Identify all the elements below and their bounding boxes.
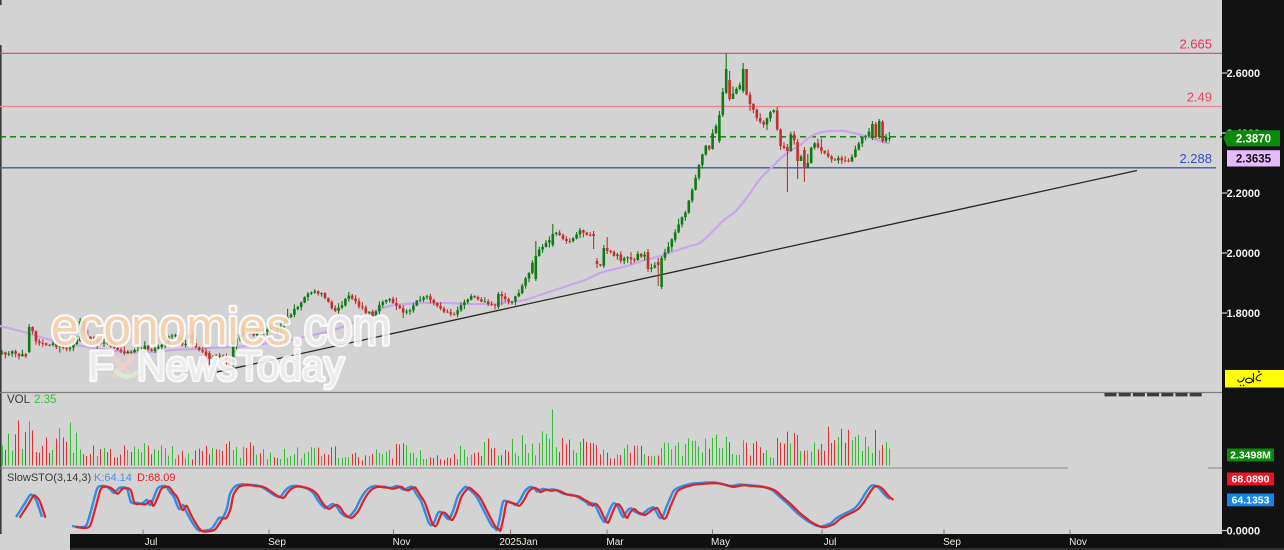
svg-text:2.49: 2.49	[1187, 90, 1212, 105]
svg-text:68.0890: 68.0890	[1232, 474, 1270, 486]
svg-text:Jul: Jul	[824, 537, 837, 548]
svg-text:SlowSTO(3,14,3): SlowSTO(3,14,3)	[7, 472, 91, 484]
svg-text:D:68.09: D:68.09	[137, 472, 176, 484]
svg-text:NewsToday: NewsToday	[137, 342, 344, 389]
svg-text:economies: economies	[51, 299, 291, 357]
svg-text:0.0000: 0.0000	[1227, 525, 1261, 537]
svg-text:2.0000: 2.0000	[1227, 248, 1261, 260]
svg-text:64.1353: 64.1353	[1232, 495, 1270, 507]
svg-text:Sep: Sep	[268, 537, 286, 548]
svg-text:.com: .com	[291, 299, 391, 357]
svg-text:Nov: Nov	[1069, 537, 1087, 548]
svg-text:May: May	[711, 537, 730, 548]
svg-text:2025Jan: 2025Jan	[499, 537, 537, 548]
svg-text:2.6000: 2.6000	[1227, 68, 1261, 80]
svg-text:Mar: Mar	[606, 537, 624, 548]
svg-text:2.288: 2.288	[1179, 151, 1212, 166]
svg-text:2.3498M: 2.3498M	[1230, 450, 1271, 462]
svg-text:K:64.14: K:64.14	[94, 472, 132, 484]
svg-text:2.2000: 2.2000	[1227, 188, 1261, 200]
svg-text:2.3870: 2.3870	[1236, 134, 1271, 146]
svg-text:VOL: VOL	[7, 394, 31, 406]
svg-text:F: F	[88, 342, 114, 389]
svg-text:Sep: Sep	[943, 537, 961, 548]
svg-text:Nov: Nov	[393, 537, 411, 548]
svg-text:Jul: Jul	[145, 537, 158, 548]
svg-text:2.35: 2.35	[34, 394, 56, 406]
svg-text:2.665: 2.665	[1179, 37, 1212, 52]
svg-text:2.3635: 2.3635	[1236, 154, 1272, 166]
svg-text:1.8000: 1.8000	[1227, 308, 1261, 320]
